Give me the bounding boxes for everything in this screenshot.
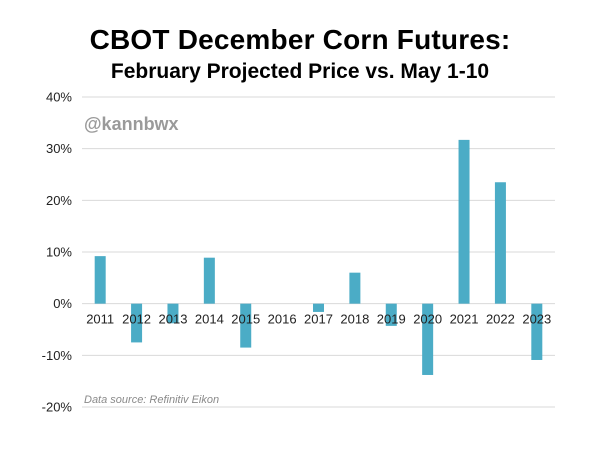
x-tick-label: 2022 (486, 312, 515, 327)
x-tick-label: 2011 (86, 312, 114, 327)
gridlines (82, 96, 555, 408)
x-tick-label: 2017 (304, 312, 333, 327)
x-tick-label: 2012 (122, 312, 151, 327)
y-tick-label: 20% (46, 193, 72, 208)
y-tick-label: 30% (46, 141, 72, 156)
y-tick-label: 10% (46, 245, 72, 260)
x-tick-label: 2020 (413, 312, 442, 327)
data-source-note: Data source: Refinitiv Eikon (84, 394, 219, 406)
y-tick-label: -10% (42, 348, 73, 363)
watermark: @kannbwx (84, 114, 179, 134)
x-tick-label: 2015 (231, 312, 260, 327)
bar-2012 (131, 303, 143, 343)
bar-2019 (385, 303, 397, 326)
bar-2011 (94, 256, 106, 304)
bar-2022 (494, 182, 506, 304)
x-tick-label: 2013 (159, 312, 188, 327)
y-tick-label: -20% (42, 400, 73, 415)
y-tick-label: 40% (46, 90, 72, 105)
bars (94, 139, 543, 375)
bar-2023 (531, 303, 543, 360)
x-tick-label: 2023 (522, 312, 551, 327)
bar-2015 (240, 303, 252, 348)
bar-2021 (458, 139, 470, 304)
chart-subtitle: February Projected Price vs. May 1-10 (110, 60, 490, 83)
x-tick-label: 2016 (268, 312, 297, 327)
bar-2017 (313, 303, 324, 312)
bar-2014 (203, 257, 215, 304)
x-axis-ticks: 2011 2012 2013 2014 2015 2016 2017 2018 2019 2020… (86, 312, 551, 327)
bar-2013 (167, 303, 179, 324)
x-tick-label: 2019 (377, 312, 406, 327)
x-tick-label: 2014 (195, 312, 224, 327)
y-axis-ticks: -20% -10% 0% 10% 20% 30% 40% (42, 90, 73, 415)
bar-2020 (422, 303, 434, 375)
bar-2018 (349, 272, 361, 304)
x-tick-label: 2018 (340, 312, 369, 327)
chart-title: CBOT December Corn Futures: (89, 24, 511, 55)
x-tick-label: 2021 (450, 312, 479, 327)
y-tick-label: 0% (53, 296, 72, 311)
